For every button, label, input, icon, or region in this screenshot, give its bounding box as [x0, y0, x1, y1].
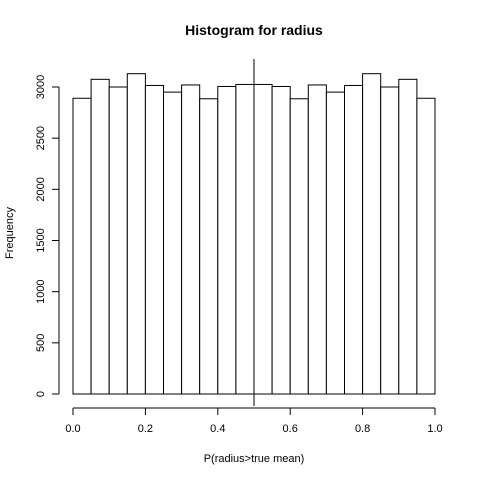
y-tick-label: 2000: [35, 177, 47, 201]
y-tick-label: 3000: [35, 75, 47, 99]
chart-title: Histogram for radius: [185, 22, 323, 38]
x-tick-label: 0.0: [65, 423, 80, 435]
histogram-bar: [416, 97, 436, 395]
x-tick-label: 0.6: [283, 423, 298, 435]
histogram-bar: [90, 78, 110, 395]
x-axis: 0.0 0.2 0.4 0.6 0.8 1.0: [65, 407, 443, 435]
bars-group: [72, 73, 436, 395]
histogram-bar: [144, 84, 164, 395]
histogram-bar: [235, 83, 255, 395]
histogram-bar: [217, 85, 237, 395]
histogram-bar: [163, 91, 183, 395]
histogram-bar: [199, 98, 219, 395]
histogram-bar: [271, 85, 291, 395]
histogram-bar: [72, 97, 92, 395]
y-tick-label: 500: [35, 334, 47, 352]
y-axis: 0 500 1000 1500 2000 2500 3000: [35, 75, 60, 397]
histogram-bar: [380, 86, 400, 395]
y-tick-label: 1000: [35, 279, 47, 303]
y-axis-label: Frequency: [4, 207, 16, 259]
histogram-bar: [289, 98, 309, 395]
histogram-bar: [344, 84, 364, 395]
histogram-bar: [307, 84, 327, 395]
histogram-bar: [398, 78, 418, 395]
histogram-bar: [253, 83, 273, 395]
x-tick-label: 0.8: [355, 423, 370, 435]
y-tick-label: 2500: [35, 126, 47, 150]
x-tick-label: 0.4: [210, 423, 225, 435]
histogram-bar: [126, 73, 146, 395]
histogram-bar: [108, 86, 128, 395]
x-tick-label: 1.0: [427, 423, 442, 435]
histogram-bar: [325, 91, 345, 395]
x-axis-label: P(radius>true mean): [204, 453, 305, 465]
histogram-bar: [181, 84, 201, 395]
histogram-bar: [362, 73, 382, 395]
y-tick-label: 0: [35, 391, 47, 397]
x-tick-label: 0.2: [138, 423, 153, 435]
y-tick-label: 1500: [35, 228, 47, 252]
